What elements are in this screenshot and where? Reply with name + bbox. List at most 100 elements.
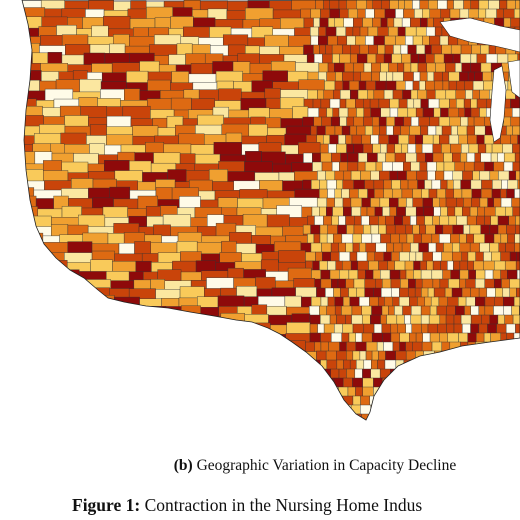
county (477, 377, 486, 393)
county (22, 226, 35, 255)
county (357, 89, 368, 101)
county (201, 403, 220, 419)
county (492, 269, 501, 281)
county (295, 415, 316, 420)
county (357, 260, 369, 271)
county (423, 206, 434, 217)
county (388, 134, 399, 145)
county (432, 260, 441, 272)
county (206, 332, 225, 357)
county (61, 370, 88, 396)
county (22, 394, 44, 415)
county (216, 397, 238, 420)
county (202, 370, 219, 386)
county (356, 251, 368, 262)
county (517, 134, 520, 147)
county (60, 413, 77, 420)
county (516, 251, 520, 264)
county (224, 334, 245, 352)
county (480, 413, 488, 420)
county (312, 386, 320, 400)
county (489, 224, 499, 235)
county (434, 26, 443, 37)
county (516, 269, 520, 284)
county (238, 405, 255, 420)
county (411, 423, 420, 437)
county (504, 413, 516, 420)
county (474, 125, 486, 136)
county (478, 350, 487, 364)
county (463, 413, 471, 420)
county (395, 359, 405, 372)
county (451, 368, 459, 379)
county (303, 368, 311, 380)
county (236, 395, 255, 420)
lake-superior (439, 17, 520, 53)
county (347, 107, 357, 118)
county (476, 359, 488, 374)
county (450, 44, 462, 56)
county (337, 35, 348, 46)
county (315, 395, 326, 407)
county (515, 260, 520, 271)
county (364, 287, 374, 299)
county (491, 368, 501, 381)
county (428, 242, 437, 254)
county (83, 323, 105, 347)
county (311, 423, 322, 434)
county (443, 152, 453, 163)
county (496, 413, 505, 420)
county (164, 349, 179, 367)
county (484, 206, 496, 218)
county (349, 251, 358, 263)
county (497, 152, 505, 163)
county (505, 404, 517, 416)
county (453, 260, 461, 271)
county (499, 404, 507, 416)
county (503, 152, 516, 163)
county (364, 278, 376, 289)
county (409, 332, 417, 344)
subcaption: (b) Geographic Variation in Capacity Dec… (174, 457, 457, 474)
county (22, 323, 33, 351)
county (313, 116, 322, 127)
county (353, 224, 364, 235)
county (327, 377, 335, 389)
county (228, 322, 245, 351)
county (378, 350, 386, 362)
county (219, 377, 238, 396)
county (35, 350, 51, 373)
county (515, 0, 520, 12)
county (417, 377, 427, 392)
county (457, 125, 468, 136)
county (22, 316, 43, 345)
county (431, 179, 441, 191)
county (403, 404, 412, 415)
county (492, 395, 501, 409)
county (315, 251, 323, 262)
county (207, 422, 235, 446)
county (64, 313, 82, 337)
county (306, 53, 315, 65)
county (470, 0, 480, 10)
county (264, 414, 280, 420)
county (393, 17, 403, 28)
figure-caption-label: Figure 1: (72, 495, 140, 515)
county (421, 341, 433, 353)
county (489, 170, 499, 181)
county (358, 188, 368, 199)
county (385, 80, 397, 91)
county (381, 377, 391, 392)
county (468, 143, 479, 154)
county (339, 161, 348, 172)
county (360, 206, 368, 217)
county (496, 8, 504, 19)
county (347, 152, 359, 163)
county (107, 424, 125, 449)
county (378, 395, 390, 410)
county (373, 323, 383, 334)
county (342, 377, 353, 388)
county (442, 423, 449, 433)
county (503, 17, 511, 29)
county (35, 411, 61, 420)
